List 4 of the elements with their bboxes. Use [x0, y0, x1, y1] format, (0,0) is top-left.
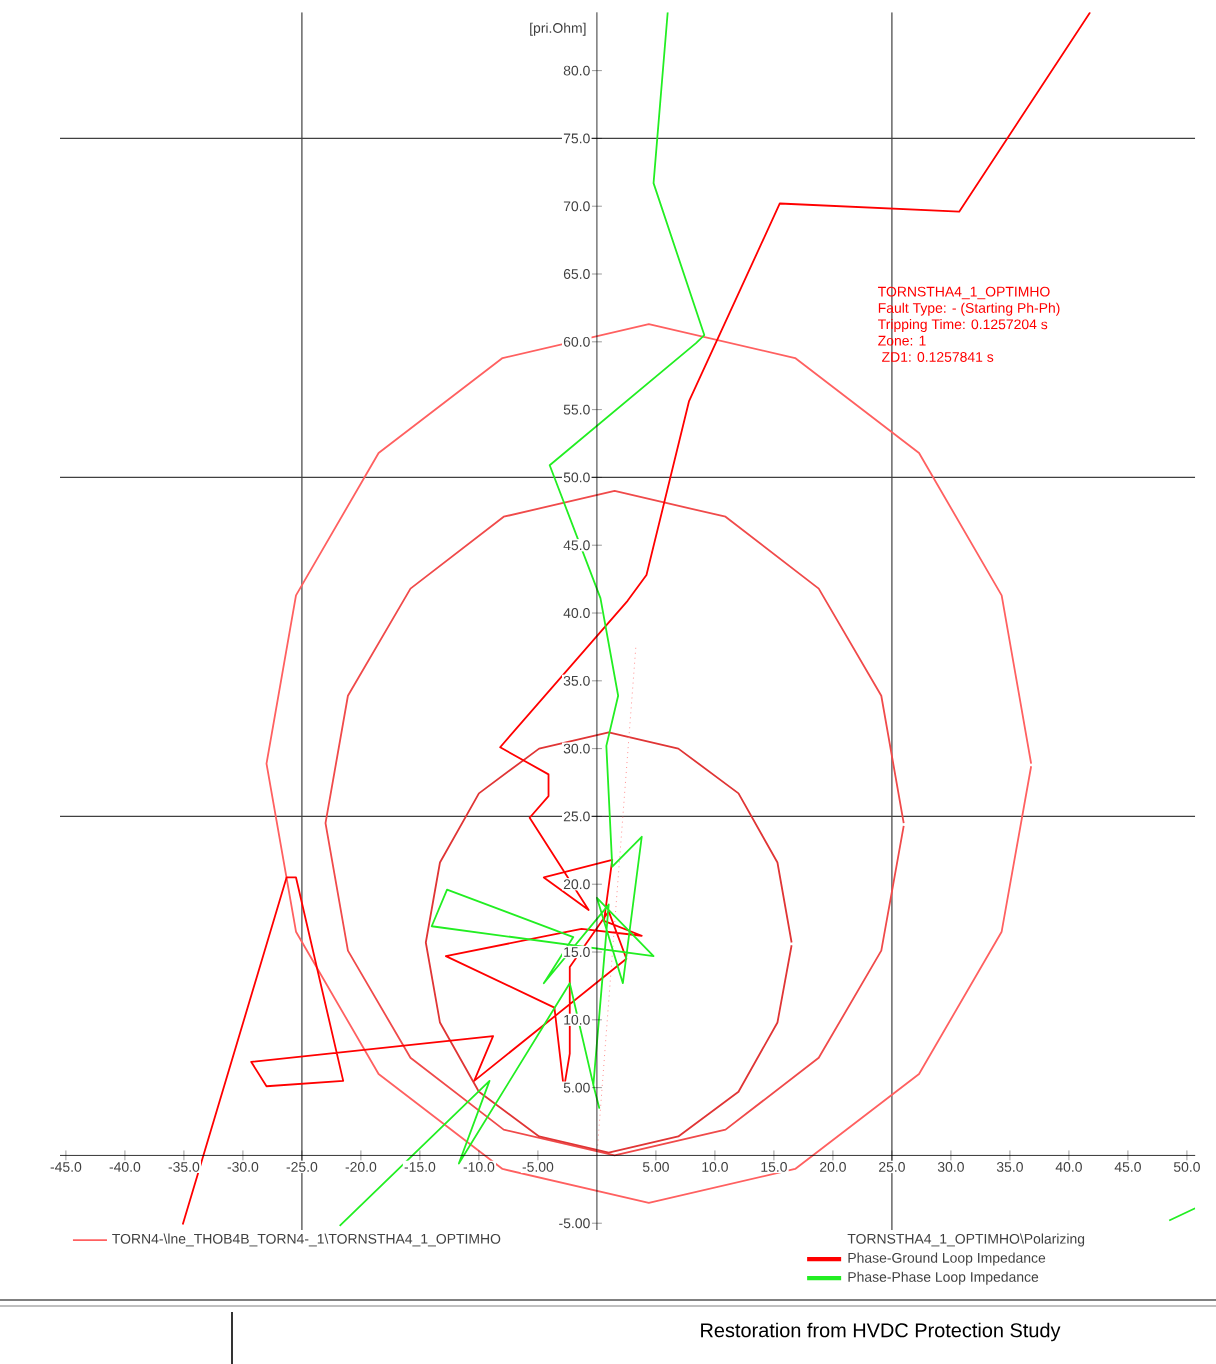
line-series: [324, 490, 905, 1157]
line-series: [265, 323, 1033, 1204]
text: Restoration from HVDC Protection Study: [701, 1322, 1061, 1342]
line-series: [424, 731, 793, 1154]
